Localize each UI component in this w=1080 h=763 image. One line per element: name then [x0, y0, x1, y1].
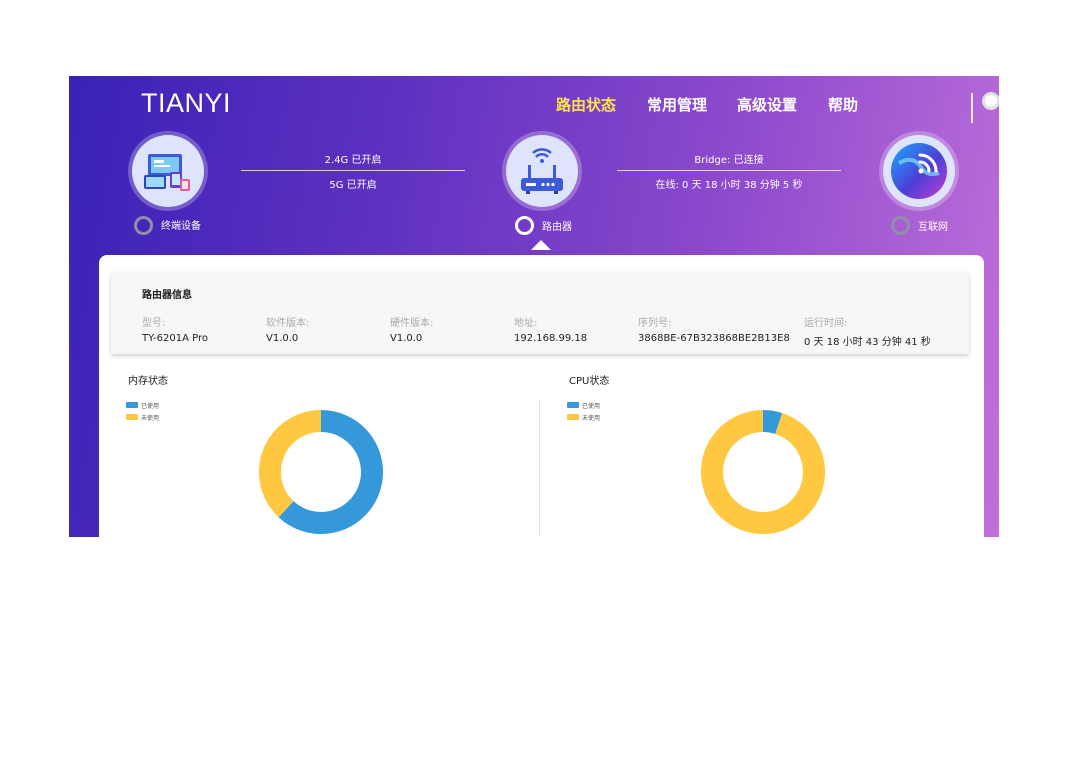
cpu-legend-used: 已使用 — [582, 403, 601, 410]
router-icon[interactable] — [506, 135, 578, 207]
selected-pointer — [531, 240, 551, 250]
model-value: TY-6201A Pro — [142, 333, 208, 344]
nav-advanced-settings[interactable]: 高级设置 — [737, 96, 798, 114]
memory-legend-used: 已使用 — [141, 403, 160, 410]
devices-radio[interactable] — [134, 216, 153, 235]
memory-legend-used-swatch — [126, 402, 138, 408]
online-time: 在线: 0 天 18 小时 38 分钟 5 秒 — [655, 180, 803, 191]
memory-title: 内存状态 — [128, 376, 168, 387]
section-divider — [539, 400, 540, 537]
user-icon[interactable] — [982, 92, 999, 110]
cpu-legend-unused-swatch — [567, 414, 579, 420]
software-version-value: V1.0.0 — [266, 333, 299, 344]
memory-donut-chart — [259, 410, 383, 534]
cpu-title: CPU状态 — [569, 376, 610, 387]
internet-radio[interactable] — [891, 216, 910, 235]
uptime-label: 运行时间: — [804, 318, 848, 329]
wifi-5g-status: 5G 已开启 — [329, 180, 377, 191]
uptime-value: 0 天 18 小时 43 分钟 41 秒 — [804, 337, 931, 348]
cpu-legend-unused: 未使用 — [582, 415, 601, 422]
devices-icon[interactable] — [132, 135, 204, 207]
memory-slice-used[interactable] — [278, 410, 383, 534]
address-label: 地址: — [514, 318, 538, 329]
cpu-donut-chart — [701, 410, 825, 534]
cpu-slice-used[interactable] — [762, 410, 783, 435]
router-admin-screen: TIANYI 路由状态 常用管理 高级设置 帮助 终端设备 2.4G 已开启 5… — [69, 76, 999, 537]
router-info-title: 路由器信息 — [142, 290, 192, 301]
software-version-label: 软件版本: — [266, 318, 310, 329]
internet-icon[interactable] — [883, 135, 955, 207]
model-label: 型号: — [142, 318, 166, 329]
hardware-version-value: V1.0.0 — [390, 333, 423, 344]
internet-label: 互联网 — [918, 222, 948, 233]
nav-router-status[interactable]: 路由状态 — [556, 96, 617, 114]
router-label: 路由器 — [542, 222, 572, 233]
cpu-slice-unused[interactable] — [701, 410, 825, 534]
nav-common-management[interactable]: 常用管理 — [647, 96, 708, 114]
devices-router-link — [241, 170, 465, 171]
memory-legend-unused: 未使用 — [141, 415, 160, 422]
nav-divider — [971, 93, 973, 123]
status-panel: 路由器信息 型号: TY-6201A Pro 软件版本: V1.0.0 硬件版本… — [99, 255, 984, 537]
devices-label: 终端设备 — [161, 221, 201, 232]
nav-help[interactable]: 帮助 — [828, 96, 859, 114]
memory-slice-unused[interactable] — [259, 410, 322, 518]
serial-label: 序列号: — [638, 318, 672, 329]
router-internet-link — [617, 170, 841, 171]
address-value: 192.168.99.18 — [514, 333, 588, 344]
serial-value: 3868BE-67B323868BE2B13E8 — [638, 333, 790, 344]
wifi-24g-status: 2.4G 已开启 — [324, 155, 382, 166]
bridge-status: Bridge: 已连接 — [694, 155, 764, 166]
router-radio[interactable] — [515, 216, 534, 235]
brand-logo: TIANYI — [141, 88, 232, 118]
cpu-legend-used-swatch — [567, 402, 579, 408]
memory-legend-unused-swatch — [126, 414, 138, 420]
router-info-card: 路由器信息 型号: TY-6201A Pro 软件版本: V1.0.0 硬件版本… — [111, 272, 969, 354]
hardware-version-label: 硬件版本: — [390, 318, 434, 329]
